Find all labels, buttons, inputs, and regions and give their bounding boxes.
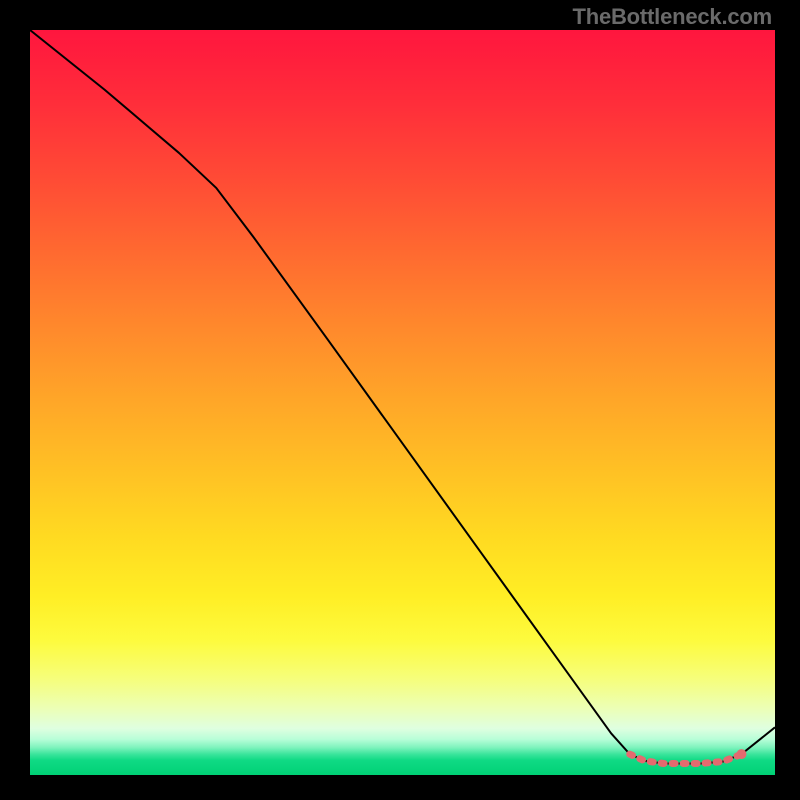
bottleneck-chart bbox=[0, 0, 800, 800]
watermark-text: TheBottleneck.com bbox=[572, 4, 772, 30]
